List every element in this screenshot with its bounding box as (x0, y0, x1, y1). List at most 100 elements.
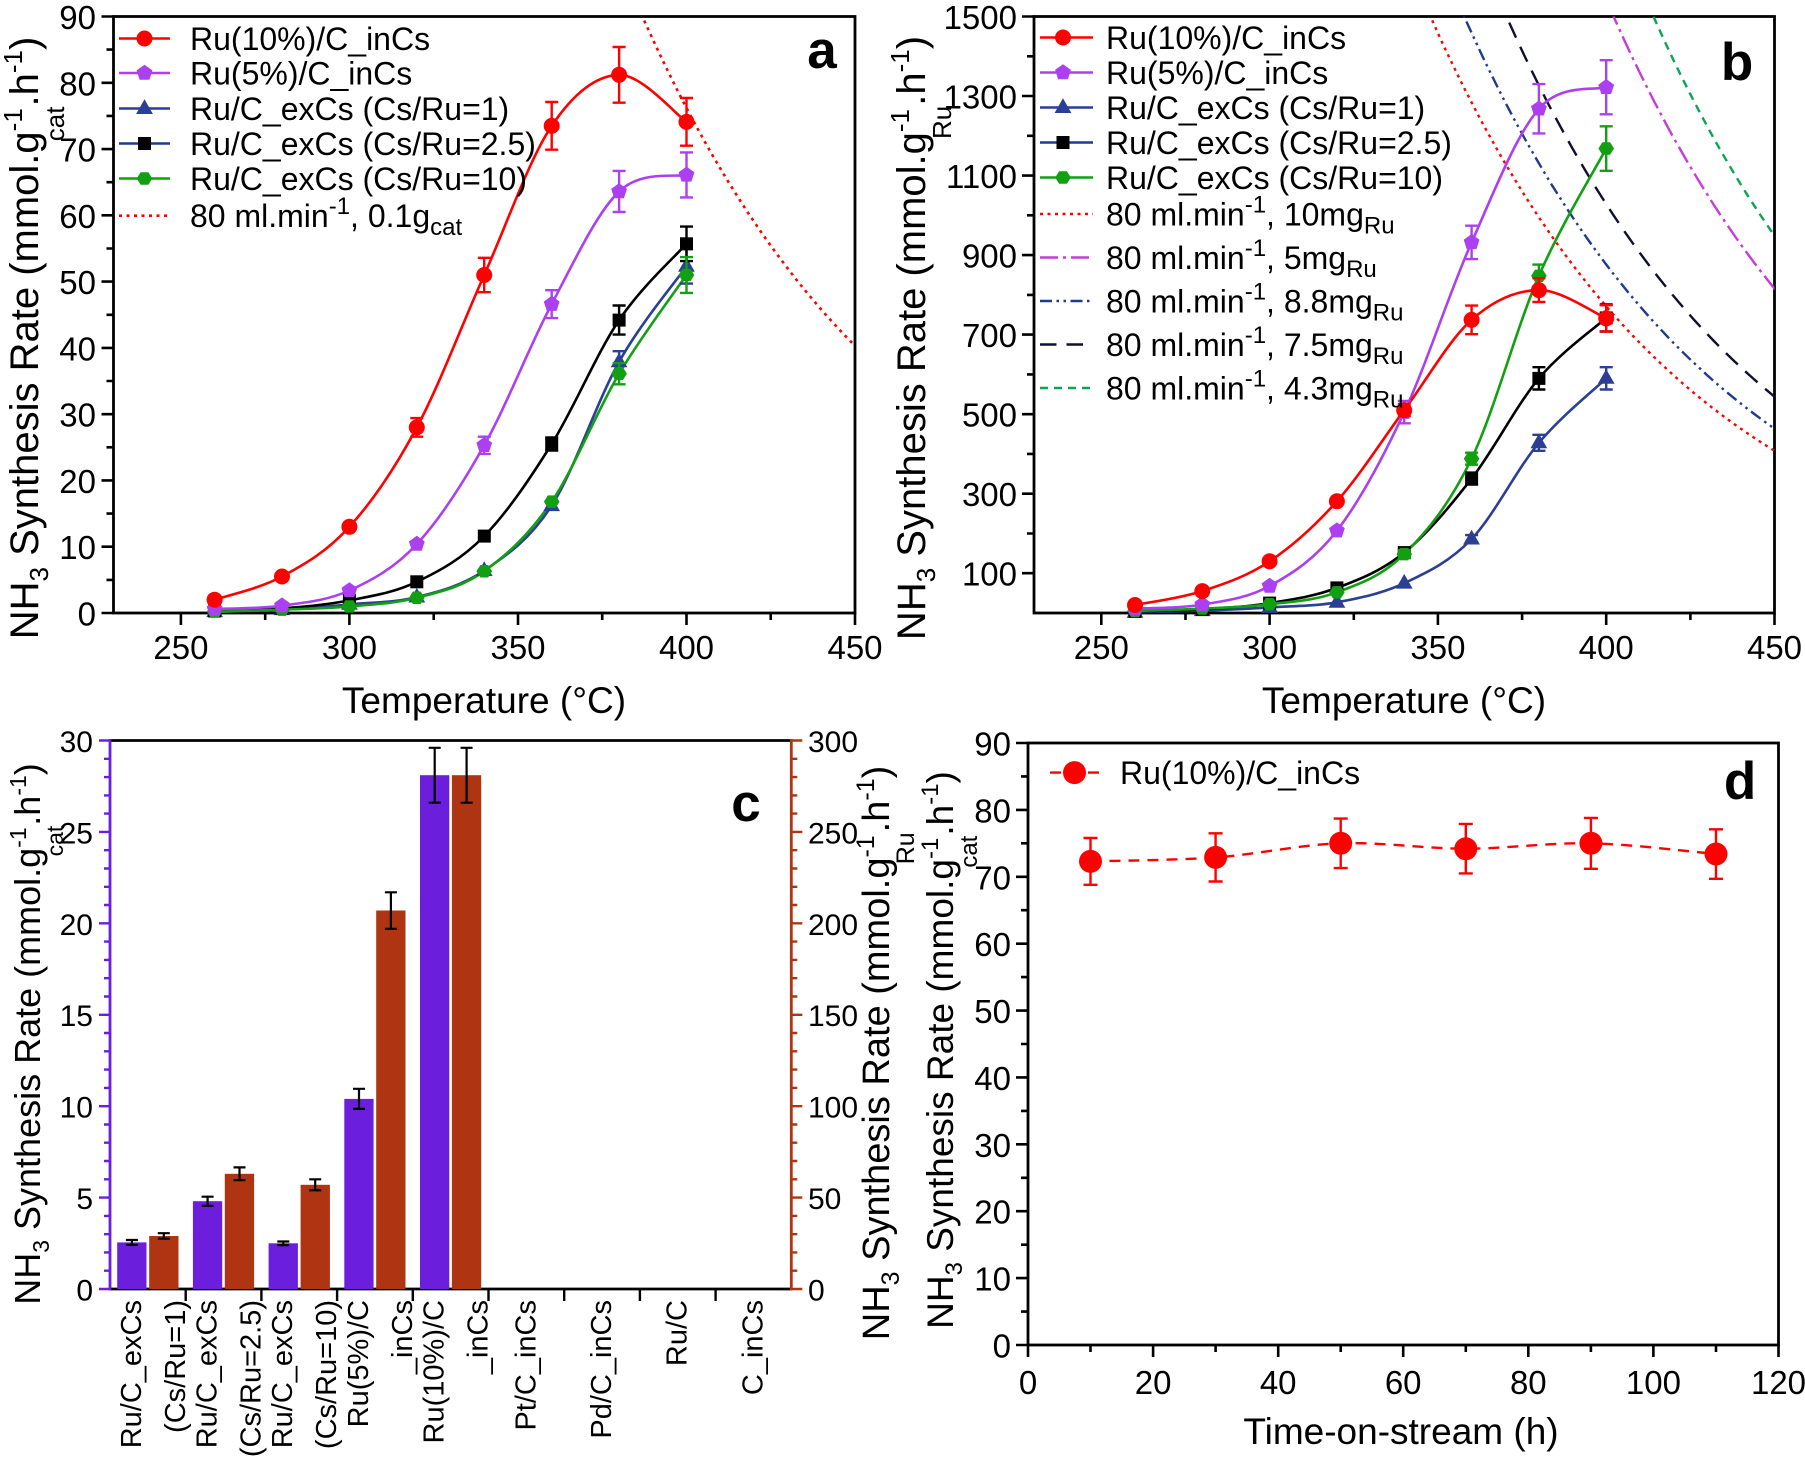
svg-text:20: 20 (59, 463, 96, 500)
svg-text:(Cs/Ru=2.5): (Cs/Ru=2.5) (236, 1300, 268, 1457)
svg-text:Ru(10%)/C_inCs: Ru(10%)/C_inCs (1120, 755, 1360, 791)
svg-text:300: 300 (808, 726, 858, 759)
svg-text:80 ml.min-1, 5mgRu: 80 ml.min-1, 5mgRu (1106, 235, 1377, 283)
svg-text:Temperature (°C): Temperature (°C) (342, 680, 626, 721)
svg-text:20: 20 (1135, 1364, 1172, 1401)
svg-text:d: d (1724, 752, 1756, 811)
svg-text:Ru/C_exCs: Ru/C_exCs (116, 1300, 148, 1448)
svg-text:Ru/C_exCs: Ru/C_exCs (192, 1300, 224, 1448)
svg-text:60: 60 (59, 198, 96, 235)
svg-text:Ru/C: Ru/C (662, 1300, 694, 1366)
svg-text:NH3 Synthesis Rate (mmol.g-1ca: NH3 Synthesis Rate (mmol.g-1 cat.h-1) (917, 771, 983, 1329)
svg-text:1100: 1100 (946, 158, 1017, 195)
svg-text:1500: 1500 (944, 0, 1017, 36)
svg-text:0: 0 (993, 1328, 1011, 1365)
svg-text:500: 500 (962, 397, 1017, 434)
svg-text:10: 10 (60, 1092, 93, 1125)
svg-text:80 ml.min-1, 4.3mgRu: 80 ml.min-1, 4.3mgRu (1106, 366, 1403, 414)
svg-text:Pd/C_inCs: Pd/C_inCs (586, 1300, 618, 1439)
svg-text:Ru(5%)/C: Ru(5%)/C (343, 1300, 375, 1427)
svg-text:Ru/C_exCs (Cs/Ru=10): Ru/C_exCs (Cs/Ru=10) (190, 161, 527, 197)
svg-text:0: 0 (808, 1275, 825, 1308)
svg-text:30: 30 (974, 1127, 1011, 1164)
svg-text:c: c (731, 774, 760, 833)
svg-text:(Cs/Ru=1): (Cs/Ru=1) (160, 1300, 192, 1433)
svg-text:450: 450 (827, 629, 882, 666)
svg-text:a: a (807, 21, 837, 80)
svg-text:Ru/C_exCs: Ru/C_exCs (267, 1300, 299, 1448)
svg-text:Ru/C_exCs (Cs/Ru=1): Ru/C_exCs (Cs/Ru=1) (1106, 90, 1425, 126)
svg-text:30: 30 (60, 726, 93, 759)
svg-text:Pt/C_inCs: Pt/C_inCs (510, 1300, 542, 1431)
svg-text:0: 0 (1019, 1364, 1037, 1401)
svg-text:_inCs: _inCs (387, 1300, 419, 1375)
svg-text:Temperature (°C): Temperature (°C) (1262, 680, 1546, 721)
svg-text:120: 120 (1751, 1364, 1805, 1401)
svg-text:25: 25 (60, 817, 93, 850)
svg-text:NH3 Synthesis Rate (mmol.g-1Ru: NH3 Synthesis Rate (mmol.g-1 Ru.h-1) (852, 766, 920, 1341)
svg-text:400: 400 (1579, 629, 1634, 666)
svg-text:b: b (1721, 33, 1753, 92)
svg-text:Ru/C_exCs (Cs/Ru=10): Ru/C_exCs (Cs/Ru=10) (1106, 160, 1443, 196)
svg-text:70: 70 (59, 132, 96, 169)
svg-text:20: 20 (60, 909, 93, 942)
svg-text:Ru/C_exCs (Cs/Ru=2.5): Ru/C_exCs (Cs/Ru=2.5) (190, 126, 536, 162)
svg-text:C_inCs: C_inCs (737, 1300, 769, 1395)
svg-text:100: 100 (1626, 1364, 1681, 1401)
svg-text:Ru(10%)/C_inCs: Ru(10%)/C_inCs (190, 21, 430, 57)
svg-text:350: 350 (1410, 629, 1465, 666)
svg-text:80 ml.min-1, 7.5mgRu: 80 ml.min-1, 7.5mgRu (1106, 322, 1403, 370)
svg-text:250: 250 (808, 817, 858, 850)
svg-text:450: 450 (1747, 629, 1802, 666)
svg-text:50: 50 (974, 993, 1011, 1030)
svg-text:300: 300 (322, 629, 377, 666)
svg-text:(Cs/Ru=10): (Cs/Ru=10) (311, 1300, 343, 1449)
svg-text:200: 200 (808, 909, 858, 942)
svg-text:Ru/C_exCs (Cs/Ru=2.5): Ru/C_exCs (Cs/Ru=2.5) (1106, 125, 1452, 161)
svg-text:NH3 Synthesis Rate (mmol.g-1Ru: NH3 Synthesis Rate (mmol.g-1 Ru.h-1) (885, 36, 957, 640)
svg-text:Ru(5%)/C_inCs: Ru(5%)/C_inCs (190, 56, 412, 92)
svg-text:10: 10 (974, 1261, 1011, 1298)
svg-text:40: 40 (59, 330, 96, 367)
svg-text:40: 40 (974, 1060, 1011, 1097)
svg-text:80 ml.min-1, 10mgRu: 80 ml.min-1, 10mgRu (1106, 192, 1395, 240)
svg-text:70: 70 (974, 859, 1011, 896)
svg-text:90: 90 (974, 726, 1011, 763)
svg-text:80: 80 (1510, 1364, 1547, 1401)
svg-text:40: 40 (1260, 1364, 1297, 1401)
svg-text:Ru(5%)/C_inCs: Ru(5%)/C_inCs (1106, 55, 1328, 91)
svg-text:90: 90 (59, 0, 96, 36)
svg-text:30: 30 (59, 397, 96, 434)
svg-text:250: 250 (153, 629, 208, 666)
svg-text:900: 900 (962, 238, 1017, 275)
svg-text:400: 400 (659, 629, 714, 666)
svg-text:Ru(10%)/C: Ru(10%)/C (419, 1300, 451, 1443)
svg-text:100: 100 (962, 556, 1017, 593)
svg-text:15: 15 (60, 1000, 93, 1033)
svg-text:300: 300 (1242, 629, 1297, 666)
svg-text:5: 5 (76, 1183, 93, 1216)
svg-text:100: 100 (808, 1092, 858, 1125)
svg-text:Ru/C_exCs (Cs/Ru=1): Ru/C_exCs (Cs/Ru=1) (190, 91, 509, 127)
svg-text:50: 50 (59, 264, 96, 301)
svg-text:0: 0 (76, 1275, 93, 1308)
svg-text:NH3 Synthesis Rate (mmol.g-1ca: NH3 Synthesis Rate (mmol.g-1 cat.h-1) (5, 763, 68, 1305)
svg-text:_inCs: _inCs (463, 1300, 495, 1375)
svg-text:20: 20 (974, 1194, 1011, 1231)
svg-text:300: 300 (962, 476, 1017, 513)
svg-text:80 ml.min-1, 0.1gcat: 80 ml.min-1, 0.1gcat (190, 193, 462, 241)
svg-text:Ru(10%)/C_inCs: Ru(10%)/C_inCs (1106, 20, 1346, 56)
svg-text:50: 50 (808, 1183, 841, 1216)
svg-text:700: 700 (962, 317, 1017, 354)
svg-text:80: 80 (59, 65, 96, 102)
svg-text:350: 350 (490, 629, 545, 666)
svg-text:80 ml.min-1, 8.8mgRu: 80 ml.min-1, 8.8mgRu (1106, 279, 1403, 327)
svg-text:60: 60 (974, 926, 1011, 963)
svg-text:Time-on-stream (h): Time-on-stream (h) (1243, 1411, 1558, 1452)
svg-text:150: 150 (808, 1000, 858, 1033)
svg-text:60: 60 (1385, 1364, 1422, 1401)
svg-text:250: 250 (1074, 629, 1129, 666)
svg-text:80: 80 (974, 792, 1011, 829)
svg-text:1300: 1300 (944, 79, 1017, 116)
svg-text:0: 0 (78, 596, 96, 633)
